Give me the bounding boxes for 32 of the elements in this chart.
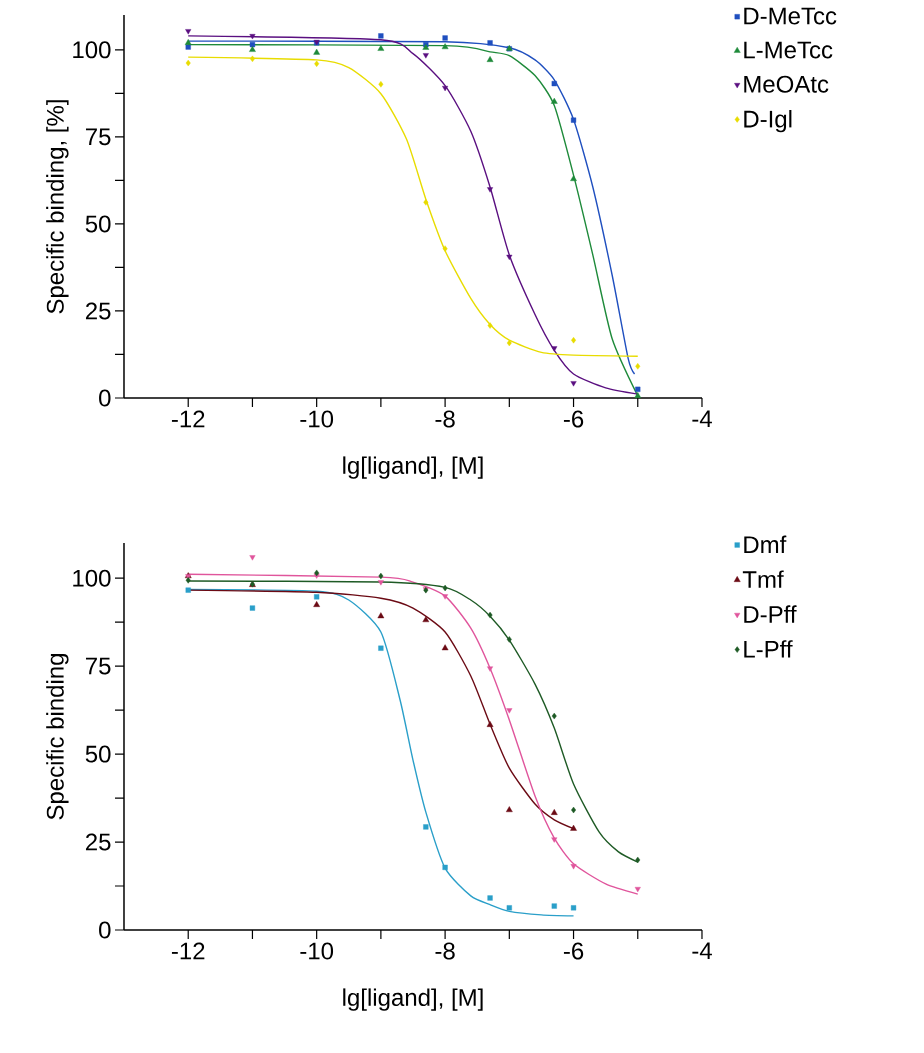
x-tick-label: -6: [563, 942, 584, 960]
y-tick-label: 75: [85, 657, 111, 675]
y-tick-label: 50: [85, 215, 111, 233]
x-axis-title: lg[ligand], [M]: [343, 988, 483, 1011]
y-tick-label: 0: [99, 921, 111, 939]
x-tick-label: -6: [563, 410, 584, 428]
y-tick-label: 100: [73, 569, 111, 587]
legend-label: D-Igl: [744, 109, 792, 133]
legend-label: L-MeTcc: [744, 41, 833, 59]
legend-label: Tmf: [742, 570, 784, 588]
x-tick-label: -4: [692, 410, 712, 428]
y-tick-label: 25: [85, 833, 111, 851]
x-tick-label: -8: [435, 410, 455, 428]
y-axis-title: Specific binding: [46, 654, 69, 820]
x-axis-title: lg[ligand], [M]: [343, 456, 483, 479]
x-tick-label: -12: [171, 410, 205, 428]
legend-label: MeOAtc: [744, 75, 829, 93]
legend-label: D-Pff: [744, 605, 797, 623]
y-tick-label: 0: [99, 389, 111, 407]
x-tick-label: -10: [300, 942, 334, 960]
x-tick-label: -12: [171, 942, 205, 960]
y-tick-label: 25: [85, 302, 111, 320]
legend-label: Dmf: [744, 535, 787, 553]
legend-label: D-MeTcc: [744, 7, 837, 25]
y-tick-label: 50: [85, 745, 111, 763]
x-tick-label: -4: [692, 942, 712, 960]
y-tick-label: 100: [73, 41, 111, 59]
x-tick-label: -8: [435, 942, 455, 960]
y-tick-label: 75: [85, 128, 111, 146]
y-axis-title: Specific binding, [%]: [46, 100, 69, 314]
legend-label: L-Pff: [744, 640, 793, 658]
x-tick-label: -10: [300, 410, 334, 428]
